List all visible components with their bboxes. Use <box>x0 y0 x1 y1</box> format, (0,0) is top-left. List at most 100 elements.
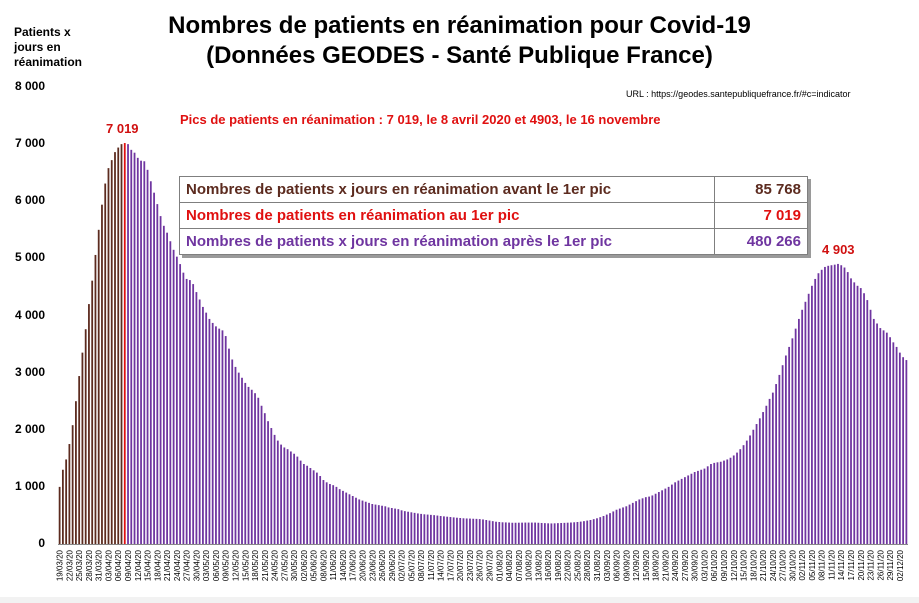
x-tick-label: 18/10/20 <box>749 549 758 581</box>
bar <box>465 518 468 544</box>
bar <box>869 309 872 544</box>
bar <box>517 522 520 544</box>
x-tick-label: 06/04/20 <box>114 549 123 581</box>
bar <box>684 477 686 544</box>
bar <box>596 518 598 544</box>
x-tick-label: 27/10/20 <box>779 549 788 581</box>
bar <box>739 449 742 544</box>
bar <box>182 272 185 544</box>
bar <box>387 507 390 544</box>
x-tick-label: 24/10/20 <box>769 549 778 581</box>
bar <box>605 514 608 544</box>
bar <box>830 265 833 544</box>
bar <box>895 346 898 544</box>
y-tick-label: 5 000 <box>14 250 45 265</box>
bar <box>784 355 787 544</box>
bar <box>208 318 211 544</box>
bar <box>827 265 830 544</box>
x-tick-label: 18/09/20 <box>652 549 661 581</box>
bar <box>231 359 234 544</box>
bar <box>198 299 201 544</box>
peak2-annotation: 4 903 <box>822 242 855 257</box>
x-tick-label: 03/09/20 <box>603 549 612 581</box>
bar <box>78 376 81 544</box>
bar <box>456 517 458 544</box>
bar <box>179 264 182 544</box>
bar <box>882 330 885 544</box>
x-tick-label: 07/08/20 <box>515 549 524 581</box>
x-tick-label: 02/07/20 <box>398 549 407 581</box>
x-tick-label: 16/08/20 <box>544 549 553 581</box>
bar <box>817 273 820 544</box>
bar <box>361 500 364 544</box>
bar <box>504 522 507 544</box>
x-tick-label: 23/06/20 <box>368 549 377 581</box>
bar <box>570 522 572 544</box>
bar <box>107 168 110 544</box>
x-tick-label: 02/12/20 <box>896 549 905 581</box>
bar <box>749 435 751 544</box>
bar <box>612 511 615 544</box>
bar <box>71 425 74 544</box>
bar <box>898 352 901 544</box>
x-tick-label: 14/11/20 <box>837 549 846 580</box>
bar <box>866 300 869 544</box>
bar <box>312 470 315 544</box>
bar <box>527 522 530 544</box>
bar <box>205 312 208 544</box>
bar <box>189 280 191 544</box>
x-tick-label: 06/05/20 <box>212 549 221 581</box>
bar <box>667 486 670 545</box>
x-tick-label: 09/05/20 <box>222 549 231 581</box>
bar <box>853 282 856 544</box>
bar <box>377 505 380 544</box>
peak1-annotation: 7 019 <box>106 121 139 136</box>
bar <box>521 522 523 544</box>
bar <box>583 521 585 544</box>
bar <box>81 352 84 544</box>
x-tick-label: 29/11/20 <box>886 549 895 580</box>
bar <box>175 256 178 544</box>
bar <box>439 516 442 544</box>
bar <box>651 495 654 544</box>
x-tick-label: 17/06/20 <box>349 549 358 581</box>
x-tick-label: 08/07/20 <box>417 549 426 581</box>
chart-title-line2: (Données GEODES - Santé Publique France) <box>206 42 713 69</box>
x-tick-label: 26/06/20 <box>378 549 387 581</box>
bar <box>530 522 533 544</box>
x-tick-label: 15/09/20 <box>642 549 651 581</box>
y-axis-label: Patients x jours en réanimation <box>14 25 82 70</box>
x-tick-label: 29/07/20 <box>486 549 495 581</box>
bar <box>905 360 908 544</box>
bar <box>263 413 266 544</box>
bar <box>234 366 237 544</box>
x-tick-label: 19/08/20 <box>554 549 563 581</box>
bottom-strip <box>0 597 919 603</box>
bar <box>846 272 849 544</box>
bar <box>579 521 582 544</box>
bar <box>364 501 367 544</box>
x-tick-label: 26/07/20 <box>476 549 485 581</box>
bar <box>837 263 839 544</box>
bar <box>162 225 165 544</box>
x-tick-label: 03/04/20 <box>104 549 113 581</box>
bar <box>635 501 637 544</box>
bar <box>631 502 634 544</box>
x-tick-label: 22/08/20 <box>564 549 573 581</box>
x-tick-label: 28/03/20 <box>85 549 94 581</box>
bar <box>247 386 250 544</box>
bar <box>293 453 296 544</box>
x-tick-label: 12/09/20 <box>632 549 641 581</box>
bar <box>641 498 644 544</box>
bar <box>149 181 152 544</box>
bar <box>299 460 302 544</box>
bar <box>615 509 618 544</box>
bar <box>872 318 875 544</box>
bar <box>276 440 279 544</box>
bar <box>498 522 501 544</box>
bar <box>824 266 826 544</box>
y-tick-label: 6 000 <box>14 193 45 208</box>
bar <box>416 513 419 544</box>
bar <box>423 514 426 544</box>
bar <box>547 523 550 544</box>
